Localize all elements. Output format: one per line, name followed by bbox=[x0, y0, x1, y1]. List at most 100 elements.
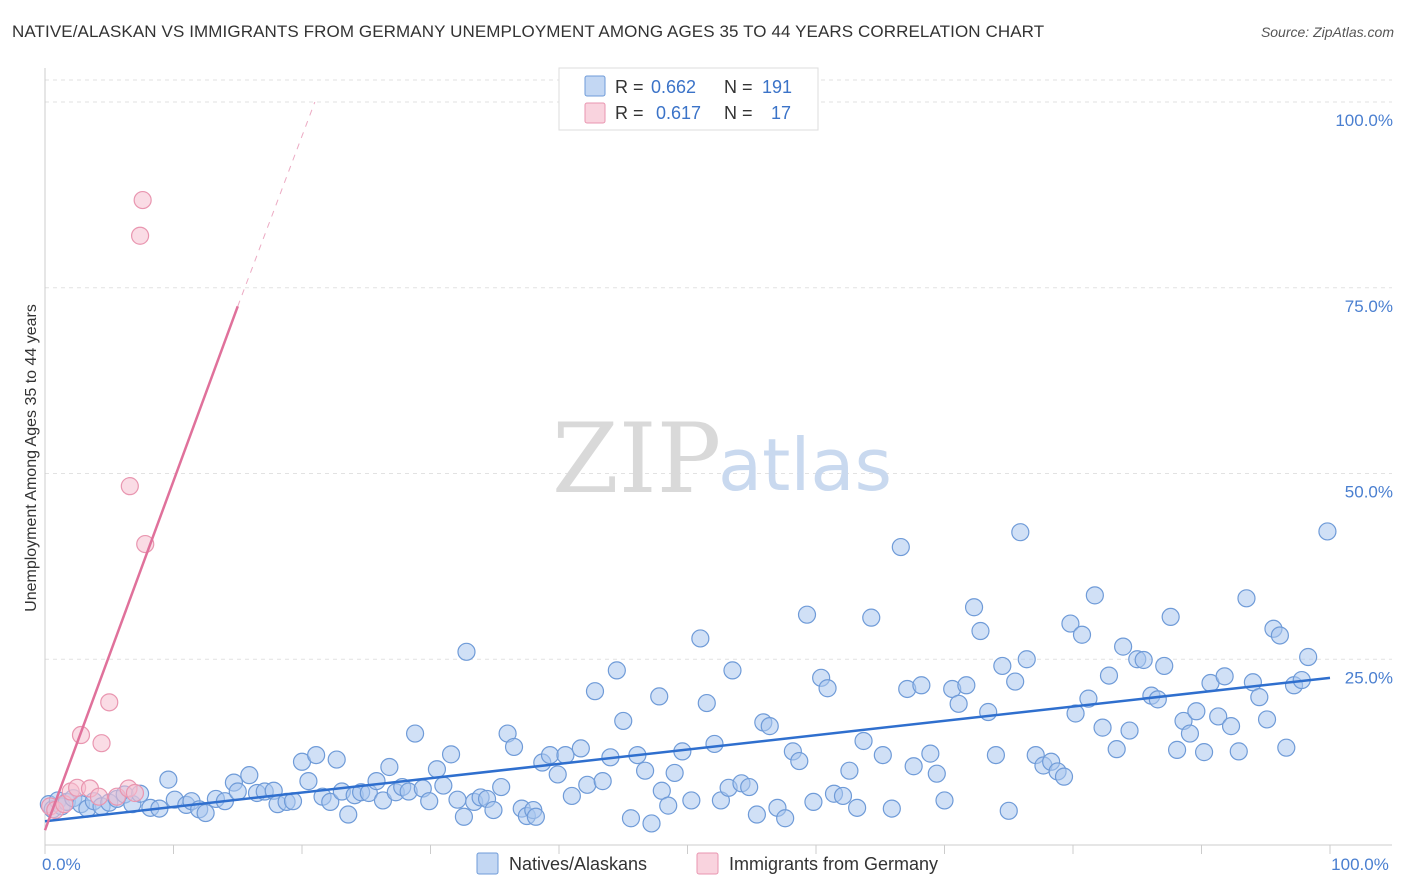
natives-point-180 bbox=[1318, 522, 1337, 541]
natives-point-163 bbox=[1187, 702, 1206, 721]
natives-point-144 bbox=[1061, 614, 1080, 633]
natives-point-51 bbox=[405, 724, 425, 743]
watermark-atlas: atlas bbox=[718, 423, 892, 507]
source-label: Source: ZipAtlas.com bbox=[1260, 24, 1394, 40]
natives-point-160 bbox=[1167, 740, 1187, 759]
watermark: ZIP atlas bbox=[552, 403, 892, 515]
natives-point-129 bbox=[957, 676, 976, 695]
natives-point-72 bbox=[540, 745, 560, 765]
natives-point-131 bbox=[971, 621, 990, 641]
natives-point-53 bbox=[420, 792, 439, 811]
legend-r-label-2: R = bbox=[615, 103, 644, 123]
germany-point-8 bbox=[92, 734, 111, 753]
natives-point-119 bbox=[882, 799, 901, 818]
natives-point-17 bbox=[159, 770, 178, 789]
germany-point-15 bbox=[130, 226, 150, 245]
natives-point-135 bbox=[999, 801, 1018, 820]
natives-point-57 bbox=[448, 790, 467, 809]
germany-point-7 bbox=[89, 787, 109, 806]
natives-point-170 bbox=[1237, 589, 1256, 608]
natives-point-125 bbox=[927, 764, 946, 783]
natives-point-152 bbox=[1114, 637, 1133, 656]
natives-point-85 bbox=[635, 761, 655, 780]
natives-point-63 bbox=[484, 800, 503, 820]
natives-point-54 bbox=[427, 760, 447, 779]
natives-point-56 bbox=[441, 745, 461, 764]
legend-n-value-2: 17 bbox=[771, 103, 791, 123]
natives-point-168 bbox=[1221, 717, 1241, 736]
natives-point-173 bbox=[1257, 710, 1277, 729]
natives-point-116 bbox=[854, 731, 873, 751]
natives-point-27 bbox=[240, 766, 259, 785]
natives-point-87 bbox=[650, 687, 669, 706]
y-tick-labels: 25.0% 50.0% 75.0% 100.0% bbox=[1335, 111, 1393, 687]
bottom-legend-swatch-pink bbox=[696, 852, 719, 875]
natives-point-167 bbox=[1215, 667, 1234, 686]
series-germany-points bbox=[41, 190, 155, 820]
natives-point-155 bbox=[1134, 650, 1153, 670]
natives-point-149 bbox=[1093, 718, 1112, 737]
natives-point-175 bbox=[1270, 626, 1289, 645]
natives-point-124 bbox=[921, 744, 940, 763]
natives-point-147 bbox=[1079, 689, 1098, 708]
x-tick-label-0: 0.0% bbox=[42, 855, 81, 874]
natives-point-86 bbox=[642, 814, 661, 833]
natives-point-107 bbox=[790, 751, 809, 771]
bottom-legend-germany: Immigrants from Germany bbox=[729, 854, 938, 874]
natives-point-94 bbox=[697, 693, 716, 713]
natives-point-158 bbox=[1155, 656, 1174, 676]
natives-point-153 bbox=[1120, 721, 1139, 740]
natives-point-113 bbox=[833, 786, 853, 806]
natives-point-151 bbox=[1107, 740, 1126, 759]
natives-point-79 bbox=[593, 772, 612, 791]
natives-point-78 bbox=[585, 682, 605, 701]
natives-point-169 bbox=[1229, 742, 1248, 761]
natives-point-123 bbox=[912, 676, 931, 695]
bottom-legend-natives: Natives/Alaskans bbox=[509, 854, 647, 874]
natives-point-148 bbox=[1085, 586, 1104, 605]
legend-r-label-1: R = bbox=[615, 77, 644, 97]
germany-point-13 bbox=[125, 783, 145, 803]
natives-point-162 bbox=[1180, 724, 1200, 743]
legend-swatch-pink bbox=[584, 102, 606, 124]
natives-point-35 bbox=[299, 772, 318, 791]
natives-point-93 bbox=[691, 629, 710, 648]
grid-lines bbox=[45, 79, 1392, 660]
natives-point-39 bbox=[327, 750, 346, 769]
natives-point-114 bbox=[840, 761, 859, 780]
natives-point-22 bbox=[196, 803, 215, 823]
natives-point-128 bbox=[949, 694, 968, 713]
series-natives-points bbox=[39, 522, 1337, 833]
bottom-legend: Natives/Alaskans Immigrants from Germany bbox=[476, 852, 938, 875]
natives-point-45 bbox=[367, 772, 386, 791]
germany-point-12 bbox=[120, 477, 139, 496]
legend-r-value-1: 0.662 bbox=[651, 77, 696, 97]
natives-point-117 bbox=[862, 608, 881, 627]
y-tick-label-0: 25.0% bbox=[1345, 668, 1393, 687]
natives-point-83 bbox=[621, 809, 641, 828]
chart-title: NATIVE/ALASKAN VS IMMIGRANTS FROM GERMAN… bbox=[12, 22, 1045, 41]
natives-point-111 bbox=[818, 679, 837, 698]
natives-point-143 bbox=[1054, 767, 1074, 786]
germany-trend-extension bbox=[237, 101, 316, 307]
natives-point-118 bbox=[873, 745, 892, 765]
natives-point-89 bbox=[659, 796, 678, 815]
natives-point-126 bbox=[935, 791, 954, 810]
germany-point-16 bbox=[133, 190, 152, 210]
natives-point-90 bbox=[665, 763, 684, 783]
natives-trend-line bbox=[44, 676, 1331, 823]
natives-point-58 bbox=[454, 807, 474, 826]
natives-point-166 bbox=[1209, 707, 1228, 726]
y-tick-label-3: 100.0% bbox=[1335, 111, 1393, 130]
natives-point-150 bbox=[1099, 666, 1119, 685]
natives-point-146 bbox=[1072, 625, 1092, 644]
natives-point-46 bbox=[373, 791, 393, 810]
x-tick-label-1: 100.0% bbox=[1331, 855, 1389, 874]
natives-point-159 bbox=[1161, 607, 1180, 626]
natives-point-109 bbox=[804, 792, 823, 812]
watermark-zip: ZIP bbox=[552, 403, 721, 515]
natives-point-120 bbox=[891, 537, 910, 557]
natives-point-81 bbox=[607, 661, 626, 680]
natives-point-95 bbox=[705, 734, 724, 754]
legend-swatch-blue bbox=[584, 75, 606, 97]
